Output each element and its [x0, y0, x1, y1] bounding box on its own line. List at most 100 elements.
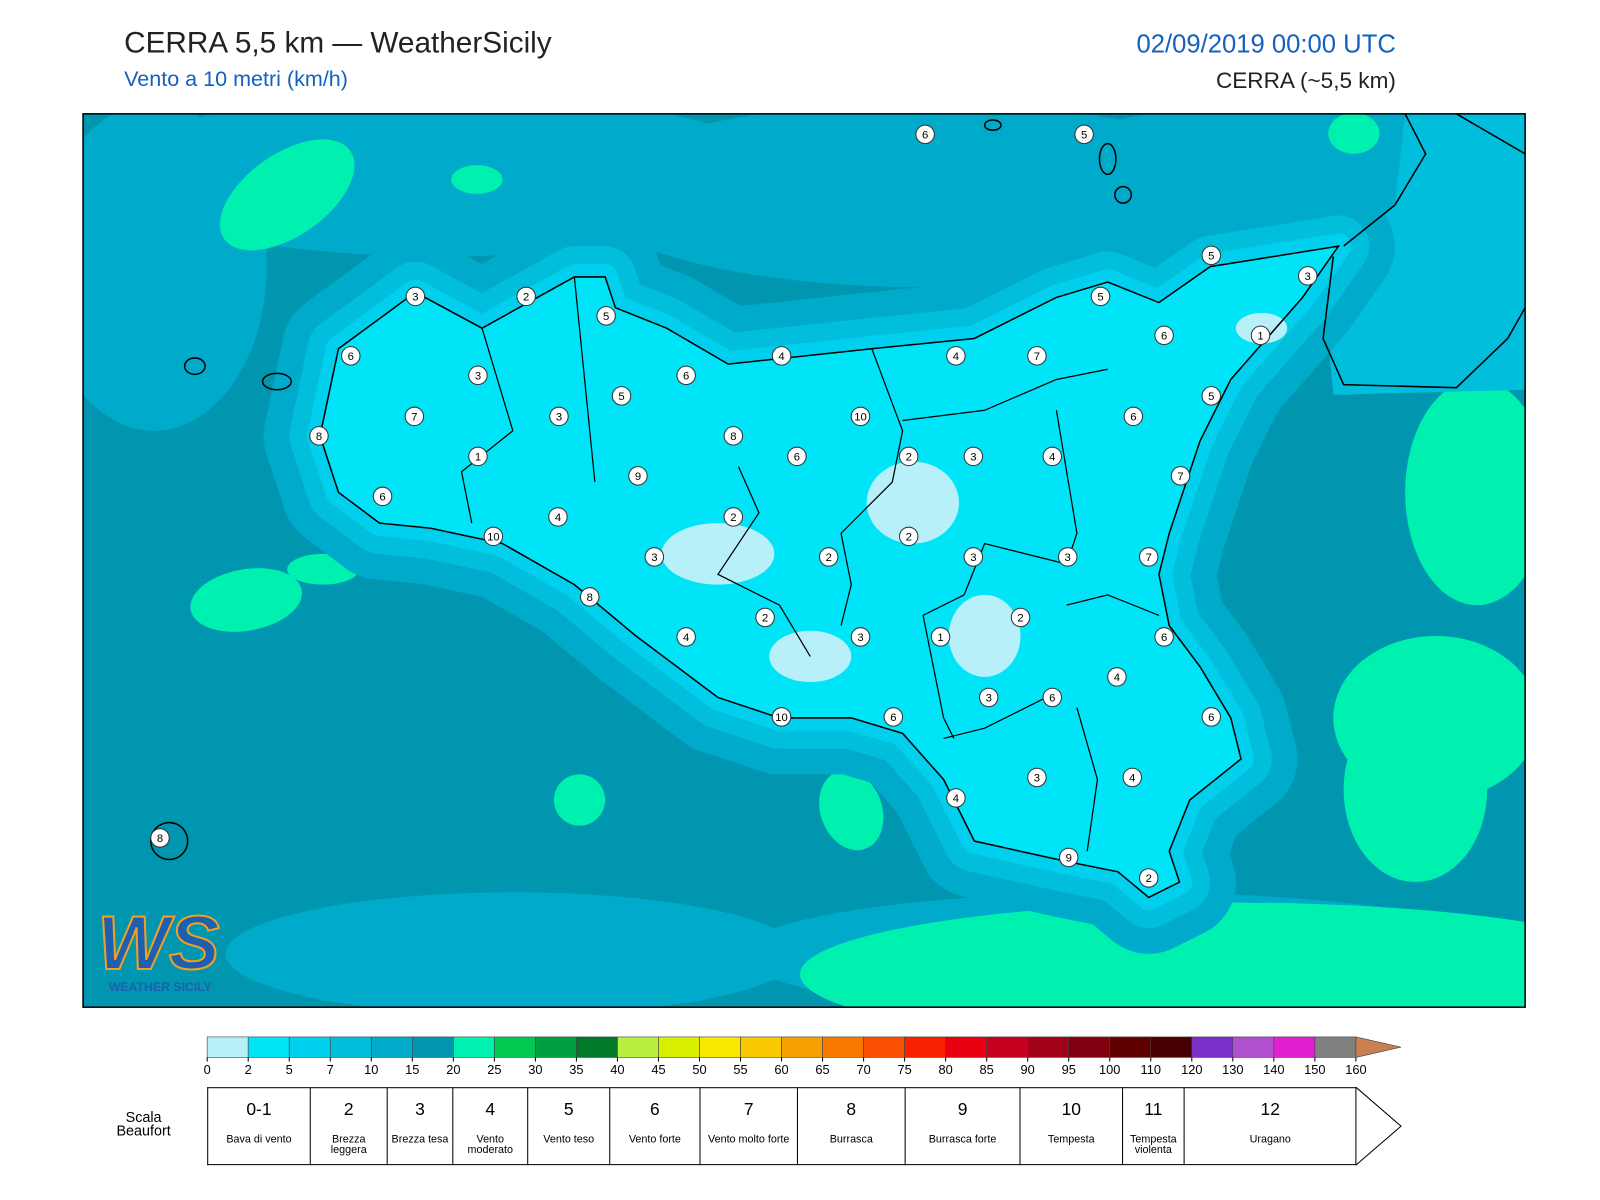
station-marker	[404, 406, 425, 427]
beaufort-arrow	[1355, 1086, 1402, 1166]
colorbar-segment	[206, 1036, 249, 1058]
map-frame	[82, 113, 1526, 1008]
wind-area	[1328, 113, 1380, 154]
station-value: 3	[1065, 552, 1071, 564]
colorbar-tick-label: 160	[1345, 1062, 1366, 1077]
colorbar-segment	[494, 1036, 536, 1058]
beaufort-label: Brezza tesa	[391, 1133, 449, 1146]
beaufort-cell: 2 Brezza leggera	[309, 1087, 387, 1166]
station-marker	[723, 507, 744, 527]
station-marker	[1090, 286, 1111, 307]
station-value: 7	[411, 412, 417, 424]
beaufort-label: Vento moderato	[467, 1133, 513, 1156]
beaufort-cell: 9 Burrasca forte	[904, 1087, 1020, 1166]
colorbar-tick-label: 150	[1304, 1062, 1325, 1077]
station-value: 2	[826, 552, 832, 564]
station-value: 4	[778, 351, 784, 363]
station-marker	[372, 486, 393, 507]
colorbar-segment	[535, 1036, 577, 1058]
colorbar-segment	[370, 1036, 413, 1058]
colorbar-tick-label: 5	[286, 1062, 293, 1077]
station-marker	[1201, 386, 1222, 406]
beaufort-force: 10	[1061, 1099, 1081, 1119]
subtitle: Vento a 10 metri (km/h)	[124, 67, 348, 92]
colorbar-tick-label: 0	[204, 1062, 211, 1077]
station-value: 9	[635, 471, 641, 483]
station-value: 2	[1146, 873, 1152, 885]
wind-area	[553, 774, 606, 826]
beaufort-force: 9	[957, 1099, 968, 1119]
station-value: 1	[1257, 330, 1263, 342]
station-value: 2	[762, 613, 768, 625]
station-marker	[1027, 767, 1047, 788]
wind-area	[819, 770, 884, 851]
station-value: 2	[906, 532, 912, 544]
station-value: 3	[986, 693, 992, 705]
station-marker	[978, 687, 999, 708]
colorbar-tick-label: 100	[1099, 1062, 1120, 1077]
colorbar-tick-label: 50	[692, 1062, 706, 1077]
colorbar-tick-label: 7	[327, 1062, 334, 1077]
station-value: 10	[487, 532, 500, 544]
station-value: 3	[556, 412, 562, 424]
station-marker	[755, 607, 775, 628]
beaufort-force: 6	[650, 1099, 660, 1119]
station-value: 6	[1161, 632, 1167, 644]
station-value: 6	[1161, 330, 1167, 342]
station-marker	[579, 587, 600, 607]
colorbar-segment	[288, 1036, 331, 1058]
island	[1114, 185, 1133, 204]
wind-area	[451, 165, 503, 194]
beaufort-title: Scala Beaufort	[116, 1108, 171, 1139]
admin-borders	[460, 276, 1160, 852]
station-value: 6	[1049, 693, 1055, 705]
colorbar-segment	[1109, 1036, 1152, 1058]
station-value: 3	[970, 552, 976, 564]
wind-area	[661, 523, 775, 585]
colorbar-tick-label: 60	[774, 1062, 788, 1077]
colorbar-segment	[617, 1036, 659, 1058]
colorbar-segment	[453, 1036, 495, 1058]
station-marker	[611, 386, 632, 406]
colorbar-segment	[1273, 1036, 1316, 1058]
beaufort-force: 2	[343, 1099, 354, 1119]
station-value: 2	[906, 452, 912, 464]
wind-area	[866, 461, 959, 544]
colorbar-segment	[1150, 1036, 1193, 1058]
colorbar-segment	[781, 1036, 823, 1058]
station-value: 6	[1130, 412, 1136, 424]
station-value: 6	[683, 370, 689, 382]
colorbar-tick-label: 70	[856, 1062, 870, 1077]
sicily-land	[319, 246, 1339, 898]
station-marker	[676, 627, 696, 647]
station-marker	[915, 124, 935, 145]
station-marker	[676, 365, 696, 386]
station-marker	[405, 286, 426, 307]
beaufort-label: Burrasca forte	[928, 1133, 997, 1146]
station-marker	[898, 526, 919, 547]
station-value: 3	[970, 452, 976, 464]
beaufort-label: Vento teso	[543, 1133, 595, 1146]
beaufort-force: 5	[563, 1099, 574, 1119]
station-value: 4	[1114, 672, 1120, 684]
colorbar-tick-label: 20	[446, 1062, 460, 1077]
beaufort-force: 12	[1260, 1099, 1280, 1119]
station-value: 1	[937, 632, 943, 644]
station-value: 4	[1129, 773, 1135, 785]
station-value: 5	[603, 311, 609, 323]
beaufort-cell: 8 Burrasca	[796, 1087, 905, 1166]
colorbar-tick-label: 40	[610, 1062, 624, 1077]
station-value: 10	[775, 712, 788, 724]
wind-area	[800, 902, 1526, 1008]
station-marker	[930, 627, 951, 647]
beaufort-label: Vento molto forte	[707, 1133, 790, 1146]
station-marker	[1042, 687, 1063, 708]
beaufort-cell: 3 Brezza tesa	[386, 1087, 453, 1166]
station-value: 4	[953, 351, 959, 363]
beaufort-force: 8	[846, 1099, 857, 1119]
station-marker	[787, 446, 807, 467]
station-marker	[1170, 466, 1191, 486]
map-layer	[83, 113, 1526, 1008]
